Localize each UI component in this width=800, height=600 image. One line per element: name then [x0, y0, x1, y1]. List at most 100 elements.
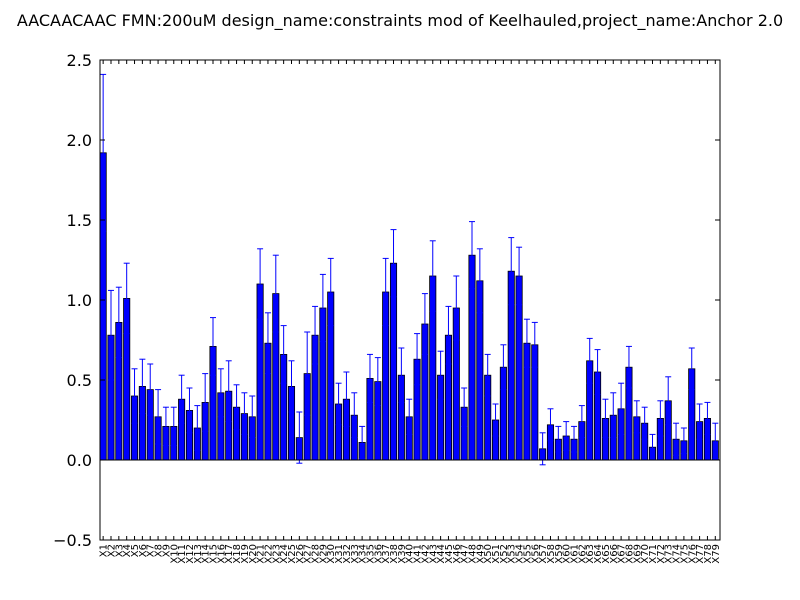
- x-tick-label: X58: [546, 544, 557, 564]
- error-bar-X35: [366, 353, 373, 403]
- x-tick-label: X62: [577, 544, 588, 564]
- x-tick-label: X55: [522, 544, 533, 564]
- error-bar-X68: [625, 345, 632, 389]
- error-bar-X33: [351, 392, 358, 439]
- error-bar-X41: [414, 333, 421, 386]
- error-bar-X62: [578, 405, 585, 439]
- x-tick-label: X9: [161, 544, 172, 557]
- error-bar-X9: [162, 406, 169, 447]
- x-tick-label: X34: [358, 544, 369, 564]
- x-tick-label: X60: [562, 544, 573, 564]
- error-bar-X48: [469, 221, 475, 290]
- x-axis: X1X2X3X4X5X6X7X8X9X10X11X12X13X14X15X16X…: [99, 60, 722, 564]
- error-bar-X67: [618, 382, 625, 435]
- x-tick-label: X2: [106, 544, 117, 557]
- x-tick-label: X26: [295, 544, 306, 564]
- error-bar-X51: [492, 403, 499, 437]
- x-tick-label: X63: [585, 544, 596, 564]
- x-tick-label: X20: [248, 544, 259, 564]
- error-bar-X47: [461, 387, 468, 427]
- error-bar-X4: [123, 262, 130, 335]
- x-tick-label: X66: [609, 544, 620, 564]
- error-bar-X30: [327, 257, 334, 327]
- x-tick-label: X57: [538, 544, 549, 564]
- x-tick-label: X7: [146, 544, 157, 557]
- x-tick-label: X52: [499, 544, 510, 564]
- error-bar-X16: [217, 368, 224, 418]
- error-bar-X53: [508, 237, 515, 306]
- error-bar-X22: [264, 312, 271, 375]
- error-bar-X5: [131, 368, 138, 424]
- error-bar-X26: [296, 411, 303, 464]
- x-tick-label: X36: [373, 544, 384, 564]
- x-tick-label: X42: [420, 544, 431, 564]
- x-tick-label: X67: [617, 544, 628, 564]
- error-bar-X79: [712, 422, 719, 459]
- error-bar-X44: [437, 350, 444, 400]
- x-tick-label: X33: [350, 544, 361, 564]
- y-tick-label: −0.5: [53, 531, 92, 550]
- x-tick-label: X17: [224, 544, 235, 564]
- error-bar-X76: [688, 347, 695, 391]
- x-tick-label: X64: [593, 544, 604, 564]
- error-bar-X15: [210, 317, 217, 376]
- x-tick-label: X15: [209, 544, 220, 564]
- error-bar-X11: [178, 374, 185, 424]
- x-tick-label: X28: [311, 544, 322, 564]
- error-bar-X8: [155, 389, 162, 445]
- y-tick-label: 2.0: [67, 131, 92, 150]
- y-tick-label: 0.0: [67, 451, 92, 470]
- error-bars-layer: [100, 73, 719, 466]
- x-tick-label: X45: [444, 544, 455, 564]
- error-bar-X6: [139, 358, 146, 415]
- x-tick-label: X50: [483, 544, 494, 564]
- error-bar-X46: [453, 275, 460, 341]
- error-bar-X12: [186, 387, 193, 434]
- error-bar-X24: [280, 325, 287, 384]
- x-tick-label: X19: [240, 544, 251, 564]
- error-bar-X32: [343, 371, 350, 427]
- x-tick-label: X30: [326, 544, 337, 564]
- x-tick-label: X23: [271, 544, 282, 564]
- error-bar-X73: [665, 376, 672, 426]
- error-bar-X60: [563, 421, 570, 451]
- x-tick-label: X48: [468, 544, 479, 564]
- y-tick-label: 1.5: [67, 211, 92, 230]
- x-tick-label: X43: [428, 544, 439, 564]
- x-tick-label: X41: [413, 544, 424, 564]
- error-bar-X28: [312, 305, 319, 365]
- x-tick-label: X68: [624, 544, 635, 564]
- y-tick-label: 0.5: [67, 371, 92, 390]
- error-bar-X39: [398, 347, 405, 403]
- x-tick-label: X78: [703, 544, 714, 564]
- x-tick-label: X5: [130, 544, 141, 557]
- x-tick-label: X72: [656, 544, 667, 564]
- error-bar-X38: [390, 229, 397, 298]
- error-bar-X23: [272, 254, 279, 333]
- error-bar-X74: [673, 422, 680, 456]
- x-tick-label: X18: [232, 544, 243, 564]
- error-bar-X50: [484, 353, 491, 397]
- x-tick-label: X21: [256, 544, 267, 564]
- error-bar-X70: [641, 406, 648, 440]
- x-tick-label: X61: [570, 544, 581, 564]
- x-tick-label: X24: [279, 544, 290, 564]
- x-tick-label: X46: [452, 544, 463, 564]
- error-bar-X40: [406, 398, 413, 435]
- x-tick-label: X76: [687, 544, 698, 564]
- error-bar-X29: [319, 273, 326, 343]
- x-tick-label: X8: [154, 544, 165, 557]
- x-tick-label: X12: [185, 544, 196, 564]
- x-tick-label: X14: [201, 544, 212, 564]
- x-tick-label: X1: [99, 544, 110, 557]
- error-bar-X52: [500, 344, 507, 391]
- y-axis: −0.5 0.0 0.5 1.0 1.5 2.0 2.5: [53, 51, 720, 550]
- x-tick-label: X49: [475, 544, 486, 564]
- error-bar-X65: [602, 398, 609, 439]
- x-tick-label: X47: [460, 544, 471, 564]
- error-bar-X19: [241, 392, 248, 435]
- error-bar-X78: [704, 401, 711, 435]
- x-tick-label: X3: [114, 544, 125, 557]
- y-tick-label: 1.0: [67, 291, 92, 310]
- chart-title: AACAACAAC FMN:200uM design_name:constrai…: [17, 11, 783, 31]
